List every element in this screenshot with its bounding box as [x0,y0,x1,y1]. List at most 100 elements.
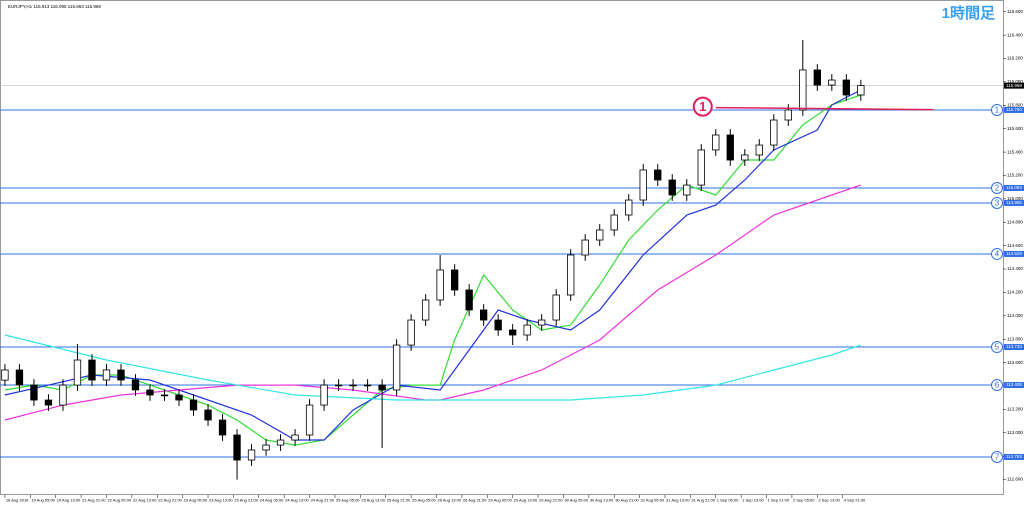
x-tick-label: 31 Aug 05:00 [641,498,665,503]
x-tick-label: 1 Sep 21:00 [768,498,790,503]
x-tick-label: 19 Aug 05:00 [31,498,55,503]
x-tick-label: 2 Sep 13:00 [818,498,840,503]
candle-body [276,439,285,446]
candle-body [407,319,415,346]
candle-body [697,149,705,186]
x-tick-label: 1 Sep 05:00 [717,498,739,503]
x-tick-label: 30 Aug 13:00 [590,498,614,503]
x-tick-label: 26 Aug 21:00 [463,498,487,503]
chart-title: EURJPY,H1 115.913 116.095 115.863 115.96… [8,4,101,9]
candle-body [392,344,401,391]
candle-body [334,384,343,387]
x-tick-label: 23 Aug 13:00 [209,498,233,503]
candle-body [189,399,198,411]
candle-body [117,369,125,381]
x-tick-label: 26 Aug 13:00 [438,498,462,503]
level-price-box [1004,453,1024,460]
level-price: 114.529 [1006,251,1022,256]
candle-body [741,154,749,161]
candle-body [813,69,821,86]
candle-body [610,214,618,231]
candle-body [479,309,488,321]
level-tag-circle [991,247,1003,260]
level-tag-circle [991,196,1003,209]
candle-body [305,404,314,436]
level-price-box [1004,106,1024,113]
candle-body [538,319,546,326]
candle-body [625,199,633,216]
y-tick-label: 116.200 [1007,56,1023,61]
candle-body [378,384,386,391]
level-price-box [1004,250,1024,257]
candle-body [509,329,517,336]
candle-body [552,294,560,321]
candle-body [770,119,778,146]
y-tick-label: 116.600 [1007,9,1023,14]
level-price-box [1004,199,1024,206]
level-tag-circle [991,379,1003,392]
level-price-box [1004,382,1024,389]
plot-frame [0,0,1004,495]
x-tick-label: 18 Aug 2016 [6,498,29,503]
y-tick-label: 113.800 [1007,336,1023,341]
candle-body [291,434,299,441]
y-tick-label: 113.000 [1007,430,1023,435]
y-tick-label: 113.200 [1007,407,1023,412]
candle-body [596,229,604,241]
level-price: 114.965 [1006,200,1022,205]
x-tick-label: 22 Aug 21:00 [158,498,182,503]
current-price-box [1004,82,1024,89]
y-tick-label: 114.400 [1007,266,1023,271]
candle-body [712,134,720,151]
candle-body [465,289,473,311]
candle-body [857,85,865,96]
candle-body [654,169,662,181]
x-tick-label: 24 Aug 13:00 [285,498,309,503]
level-price: 113.408 [1006,382,1022,387]
candle-body [799,69,807,111]
level-tag-circle [991,181,1003,194]
y-tick-label: 114.200 [1007,290,1023,295]
candle-body [160,394,169,397]
candle-body [683,184,691,196]
level-tag: 5 [995,343,1000,352]
candle-body [581,239,589,256]
annotation-label: 1 [699,99,706,114]
candle-body [828,79,836,86]
x-tick-label: 26 Aug 05:00 [412,498,436,503]
y-tick-label: 112.600 [1007,477,1023,482]
candle-body [233,434,241,461]
candle-body [30,384,38,401]
candle-body [523,324,531,336]
candle-body [349,384,357,387]
x-tick-label: 29 Aug 13:00 [514,498,538,503]
x-tick-label: 23 Aug 05:00 [184,498,208,503]
current-price-label: 115.968 [1006,83,1022,88]
x-tick-label: 2 Sep 05:00 [793,498,815,503]
level-price-box [1004,184,1024,191]
y-tick-label: 115.000 [1007,196,1023,201]
candle-body [320,384,328,406]
candle-body [842,79,850,96]
x-tick-label: 24 Aug 05:00 [260,498,284,503]
x-tick-label: 29 Aug 21:00 [539,498,563,503]
y-tick-label: 114.800 [1007,219,1023,224]
candle-body [175,394,183,401]
candle-body [131,379,140,391]
level-price: 113.733 [1006,344,1022,349]
level-tag: 4 [995,250,1000,259]
candle-body [262,444,270,451]
candle-body [146,389,154,396]
level-tag: 2 [995,184,1000,193]
y-tick-label: 116.400 [1007,32,1023,37]
candle-body [15,369,24,386]
y-tick-label: 115.200 [1007,173,1023,178]
x-tick-label: 21 Aug 21:00 [82,498,106,503]
x-tick-label: 1 Sep 13:00 [742,498,764,503]
x-tick-label: 29 Aug 05:00 [488,498,512,503]
x-tick-label: 24 Aug 21:00 [311,498,335,503]
y-tick-label: 114.600 [1007,243,1023,248]
annotation-line [715,106,934,111]
y-tick-label: 113.600 [1007,360,1023,365]
